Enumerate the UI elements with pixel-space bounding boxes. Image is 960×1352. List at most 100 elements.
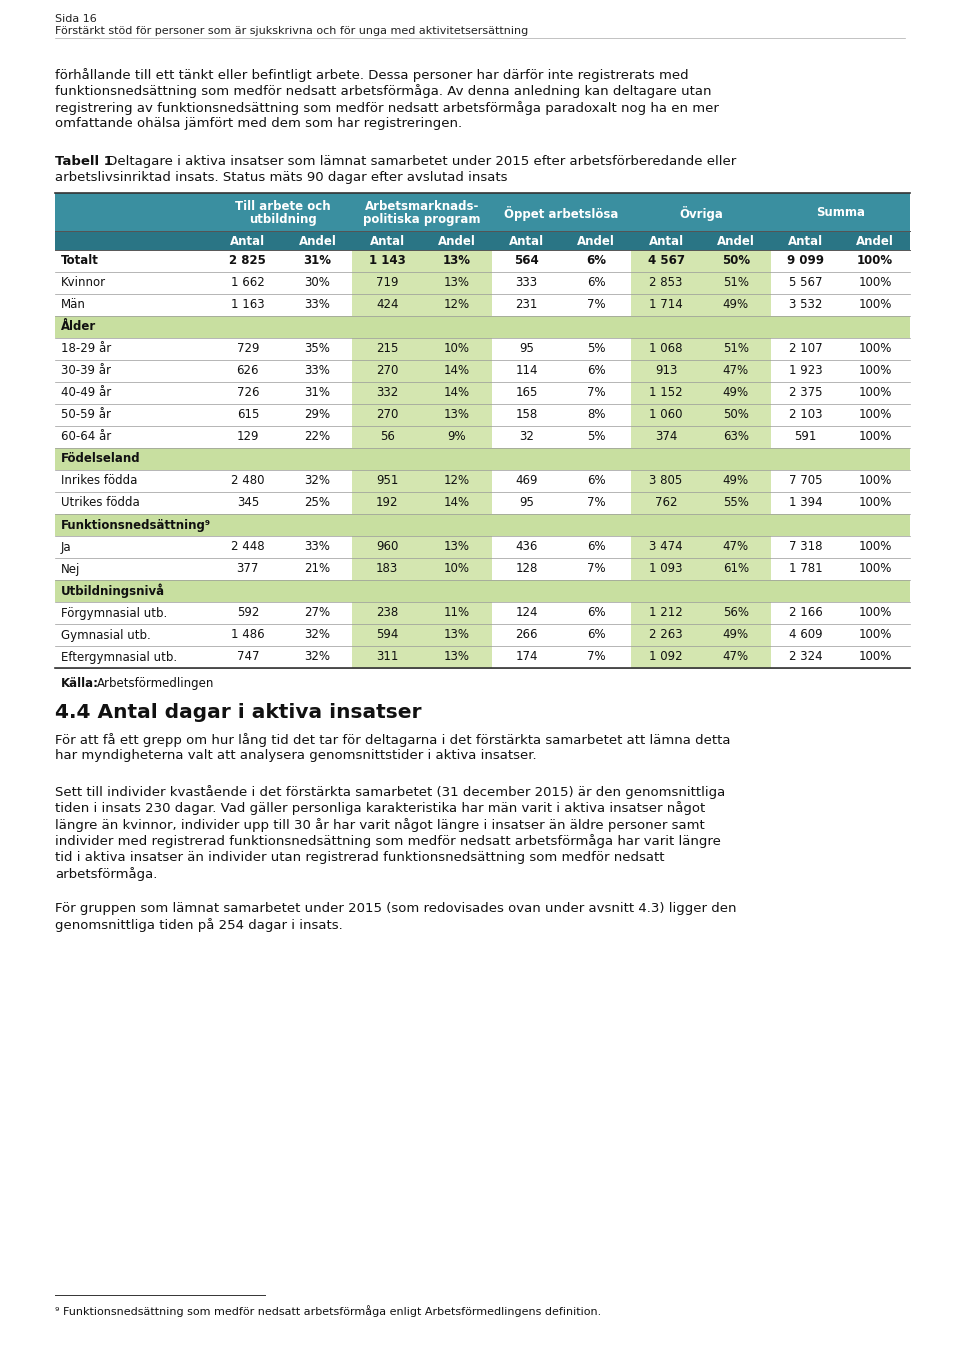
Bar xyxy=(701,558,771,580)
Text: Ålder: Ålder xyxy=(61,320,96,334)
Text: 49%: 49% xyxy=(723,475,749,488)
Text: 726: 726 xyxy=(236,387,259,399)
Text: 1 923: 1 923 xyxy=(788,365,823,377)
Text: Andel: Andel xyxy=(438,235,476,247)
Text: 594: 594 xyxy=(376,629,398,641)
Text: 13%: 13% xyxy=(444,541,470,553)
Text: 35%: 35% xyxy=(304,342,330,356)
Text: funktionsnedsättning som medför nedsatt arbetsförmåga. Av denna anledning kan de: funktionsnedsättning som medför nedsatt … xyxy=(55,84,711,99)
Bar xyxy=(55,272,910,293)
Text: tid i aktiva insatser än individer utan registrerad funktionsnedsättning som med: tid i aktiva insatser än individer utan … xyxy=(55,850,664,864)
Bar xyxy=(632,383,701,404)
Text: politiska program: politiska program xyxy=(363,214,481,226)
Text: ⁹ Funktionsnedsättning som medför nedsatt arbetsförmåga enligt Arbetsförmedlinge: ⁹ Funktionsnedsättning som medför nedsat… xyxy=(55,1305,601,1317)
Text: Antal: Antal xyxy=(230,235,265,247)
Text: 129: 129 xyxy=(236,430,259,443)
Bar xyxy=(55,514,910,535)
Text: Summa: Summa xyxy=(816,206,865,219)
Text: Källa:: Källa: xyxy=(61,677,99,690)
Text: 51%: 51% xyxy=(723,277,749,289)
Text: 13%: 13% xyxy=(444,629,470,641)
Text: 591: 591 xyxy=(794,430,817,443)
Text: 31%: 31% xyxy=(303,254,331,268)
Text: 7 318: 7 318 xyxy=(789,541,822,553)
Text: 165: 165 xyxy=(516,387,538,399)
Text: Gymnasial utb.: Gymnasial utb. xyxy=(61,629,151,641)
Text: Utbildningsnivå: Utbildningsnivå xyxy=(61,584,165,599)
Text: 100%: 100% xyxy=(858,496,892,510)
Bar xyxy=(352,272,422,293)
Text: Arbetsförmedlingen: Arbetsförmedlingen xyxy=(97,677,214,690)
Text: 100%: 100% xyxy=(857,254,893,268)
Text: Andel: Andel xyxy=(717,235,755,247)
Text: 56%: 56% xyxy=(723,607,749,619)
Text: 6%: 6% xyxy=(587,475,606,488)
Text: Kvinnor: Kvinnor xyxy=(61,277,107,289)
Text: 49%: 49% xyxy=(723,299,749,311)
Bar xyxy=(352,602,422,625)
Bar xyxy=(422,625,492,646)
Bar xyxy=(422,360,492,383)
Bar xyxy=(55,470,910,492)
Text: 100%: 100% xyxy=(858,650,892,664)
Text: Inrikes födda: Inrikes födda xyxy=(61,475,137,488)
Text: 6%: 6% xyxy=(587,629,606,641)
Bar xyxy=(701,272,771,293)
Text: 436: 436 xyxy=(516,541,538,553)
Text: 25%: 25% xyxy=(304,496,330,510)
Text: förhållande till ett tänkt eller befintligt arbete. Dessa personer har därför in: förhållande till ett tänkt eller befintl… xyxy=(55,68,688,82)
Bar xyxy=(422,492,492,514)
Text: Öppet arbetslösa: Öppet arbetslösa xyxy=(504,206,618,220)
Text: 47%: 47% xyxy=(723,541,749,553)
Bar xyxy=(352,625,422,646)
Text: 960: 960 xyxy=(376,541,398,553)
Text: 32%: 32% xyxy=(304,629,330,641)
Text: Födelseland: Födelseland xyxy=(61,453,140,465)
Text: Nej: Nej xyxy=(61,562,81,576)
Text: 7 705: 7 705 xyxy=(789,475,822,488)
Text: 2 263: 2 263 xyxy=(649,629,683,641)
Text: 469: 469 xyxy=(516,475,538,488)
Text: 6%: 6% xyxy=(587,277,606,289)
Text: Totalt: Totalt xyxy=(61,254,99,268)
Text: 50%: 50% xyxy=(722,254,750,268)
Text: 100%: 100% xyxy=(858,541,892,553)
Text: 913: 913 xyxy=(655,365,677,377)
Text: 3 532: 3 532 xyxy=(789,299,822,311)
Text: 31%: 31% xyxy=(304,387,330,399)
Text: 5 567: 5 567 xyxy=(789,277,822,289)
Bar xyxy=(55,535,910,558)
Bar xyxy=(422,602,492,625)
Text: utbildning: utbildning xyxy=(249,214,317,226)
Bar xyxy=(632,272,701,293)
Text: 2 324: 2 324 xyxy=(788,650,823,664)
Text: Till arbete och: Till arbete och xyxy=(235,200,330,214)
Text: 311: 311 xyxy=(376,650,398,664)
Text: Sett till individer kvastående i det förstärkta samarbetet (31 december 2015) är: Sett till individer kvastående i det för… xyxy=(55,786,725,799)
Text: 50%: 50% xyxy=(723,408,749,422)
Bar xyxy=(632,360,701,383)
Text: 55%: 55% xyxy=(723,496,749,510)
Text: 1 068: 1 068 xyxy=(649,342,683,356)
Bar xyxy=(55,231,910,250)
Text: 3 805: 3 805 xyxy=(649,475,683,488)
Text: Antal: Antal xyxy=(370,235,405,247)
Text: 100%: 100% xyxy=(858,277,892,289)
Text: arbetsförmåga.: arbetsförmåga. xyxy=(55,868,157,882)
Text: 124: 124 xyxy=(516,607,538,619)
Text: 2 448: 2 448 xyxy=(231,541,265,553)
Text: 231: 231 xyxy=(516,299,538,311)
Text: Sida 16: Sida 16 xyxy=(55,14,97,24)
Text: 18-29 år: 18-29 år xyxy=(61,342,111,356)
Text: 374: 374 xyxy=(655,430,677,443)
Text: 27%: 27% xyxy=(304,607,330,619)
Text: 158: 158 xyxy=(516,408,538,422)
Text: 951: 951 xyxy=(376,475,398,488)
Bar xyxy=(352,470,422,492)
Text: 63%: 63% xyxy=(723,430,749,443)
Bar xyxy=(701,535,771,558)
Text: genomsnittliga tiden på 254 dagar i insats.: genomsnittliga tiden på 254 dagar i insa… xyxy=(55,918,343,933)
Text: Män: Män xyxy=(61,299,85,311)
Text: Övriga: Övriga xyxy=(679,206,723,220)
Bar xyxy=(701,338,771,360)
